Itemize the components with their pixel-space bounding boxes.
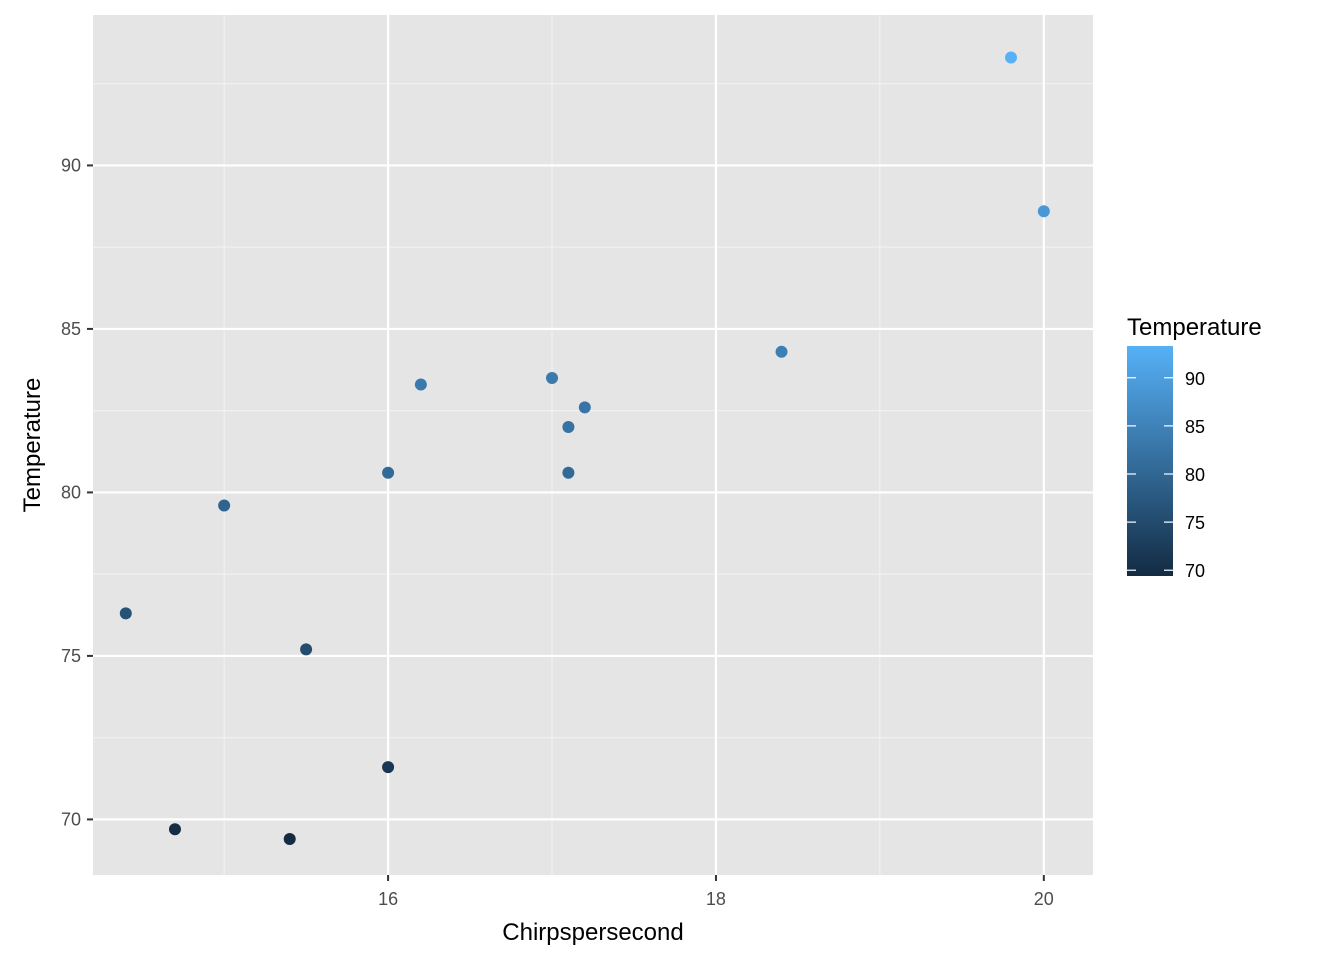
- data-point: [414, 378, 427, 391]
- x-axis-ticks: 16 18 20: [378, 875, 1054, 909]
- y-tick-label: 80: [61, 482, 81, 502]
- legend-colorbar: [1127, 346, 1173, 576]
- data-point: [562, 466, 575, 479]
- x-tick-label: 18: [706, 889, 726, 909]
- y-tick-label: 75: [61, 646, 81, 666]
- legend-title: Temperature: [1127, 314, 1262, 341]
- legend-tick-label: 75: [1185, 513, 1205, 533]
- plot-panel: [93, 15, 1093, 875]
- data-points: [119, 51, 1050, 846]
- y-axis-title: Temperature: [19, 378, 46, 513]
- data-point: [283, 833, 296, 846]
- y-tick-label: 85: [61, 319, 81, 339]
- x-tick-label: 20: [1034, 889, 1054, 909]
- legend-ticks: 70 75 80 85 90: [1127, 369, 1205, 581]
- x-axis-title: Chirpspersecond: [502, 919, 683, 946]
- x-tick-label: 16: [378, 889, 398, 909]
- y-tick-label: 70: [61, 809, 81, 829]
- data-point: [382, 466, 395, 479]
- data-point: [382, 761, 395, 774]
- data-point: [1005, 51, 1018, 64]
- y-axis-ticks: 70 75 80 85 90: [61, 155, 93, 829]
- data-point: [168, 823, 181, 836]
- data-point: [546, 371, 559, 384]
- data-point: [119, 607, 132, 620]
- data-point: [578, 401, 591, 414]
- data-point: [300, 643, 313, 656]
- legend-tick-label: 80: [1185, 465, 1205, 485]
- y-tick-label: 90: [61, 155, 81, 175]
- color-legend: Temperature 70 75 80 85 90: [1127, 314, 1262, 581]
- data-point: [1037, 205, 1050, 218]
- data-point: [218, 499, 231, 512]
- major-gridlines: [93, 15, 1093, 875]
- legend-tick-label: 70: [1185, 561, 1205, 581]
- legend-tick-label: 85: [1185, 417, 1205, 437]
- data-point: [775, 345, 788, 358]
- minor-gridlines: [93, 15, 1093, 875]
- legend-tick-label: 90: [1185, 369, 1205, 389]
- data-point: [562, 421, 575, 434]
